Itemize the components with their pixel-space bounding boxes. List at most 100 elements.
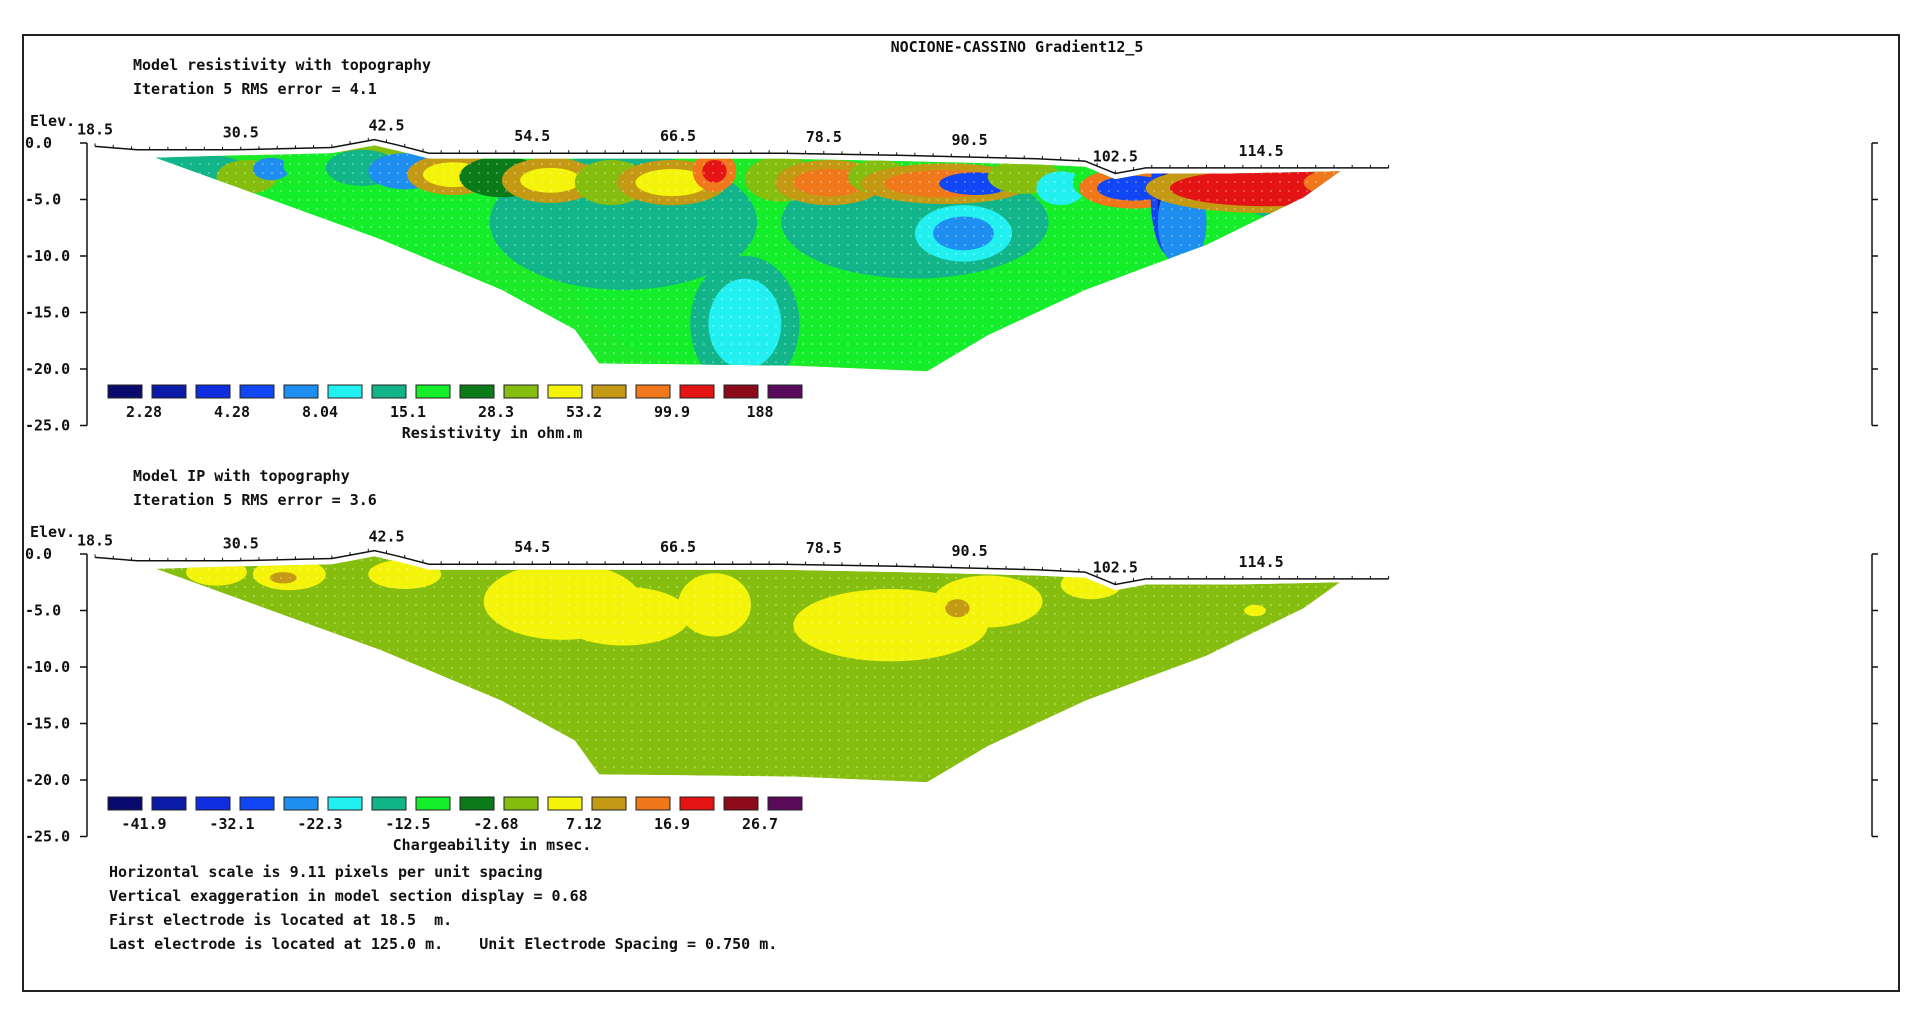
ip-mesh-dots	[155, 556, 1341, 783]
legend-swatch	[679, 384, 715, 399]
legend-swatch	[459, 796, 495, 811]
legend-swatch	[767, 796, 803, 811]
figure-title: NOCIONE-CASSINO Gradient12_5	[891, 38, 1144, 56]
y-tick-label: 0.0	[25, 545, 52, 563]
legend-swatch	[107, 384, 143, 399]
x-tick-label: 30.5	[223, 124, 259, 142]
ip-section	[155, 556, 1341, 783]
resistivity-elev-label: Elev.	[30, 112, 75, 130]
legend-swatch	[415, 796, 451, 811]
y-tick-label: -10.0	[25, 658, 70, 676]
ip-elev-label: Elev.	[30, 523, 75, 541]
resistivity-iteration-line: Iteration 5 RMS error = 4.1	[133, 80, 377, 98]
legend-swatch	[239, 796, 275, 811]
legend-swatch	[415, 384, 451, 399]
footer-line-first-electrode: First electrode is located at 18.5 m.	[109, 911, 452, 929]
x-tick-label: 102.5	[1093, 148, 1138, 166]
legend-swatch	[723, 384, 759, 399]
legend-swatch	[503, 796, 539, 811]
legend-swatch	[635, 384, 671, 399]
legend-swatch	[723, 796, 759, 811]
legend-swatch	[503, 384, 539, 399]
resistivity-model	[155, 145, 1341, 372]
legend-value-label: 8.04	[302, 403, 338, 421]
legend-swatch	[283, 384, 319, 399]
legend-swatch	[151, 384, 187, 399]
y-tick-label: -20.0	[25, 771, 70, 789]
topography-line	[94, 549, 1389, 586]
legend-value-label: 28.3	[478, 403, 514, 421]
y-tick-label: -20.0	[25, 360, 70, 378]
legend-swatch	[679, 796, 715, 811]
legend-swatch	[591, 384, 627, 399]
legend-swatch	[195, 384, 231, 399]
resistivity-heading: Model resistivity with topography	[133, 56, 431, 74]
x-tick-label: 66.5	[660, 127, 696, 145]
resistivity-section	[155, 145, 1341, 372]
legend-swatch	[371, 384, 407, 399]
legend-value-label: 4.28	[214, 403, 250, 421]
legend-value-label: -2.68	[473, 815, 518, 833]
legend-value-label: -41.9	[121, 815, 166, 833]
ip-legend-title: Chargeability in msec.	[393, 836, 592, 854]
legend-swatch	[635, 796, 671, 811]
legend-swatch	[239, 384, 275, 399]
y-tick-label: -15.0	[25, 715, 70, 733]
legend-value-label: 2.28	[126, 403, 162, 421]
topography-line	[94, 138, 1389, 175]
legend-swatch	[371, 796, 407, 811]
x-tick-label: 114.5	[1239, 142, 1284, 160]
x-tick-label: 54.5	[514, 538, 550, 556]
legend-swatch	[327, 796, 363, 811]
ip-legend: -41.9 -32.1 -22.3 -12.5 -2.68 7.12 16.9 26.7	[107, 796, 803, 833]
legend-value-label: 99.9	[654, 403, 690, 421]
x-tick-label: 54.5	[514, 127, 550, 145]
legend-swatch	[547, 384, 583, 399]
footer-notes: Horizontal scale is 9.11 pixels per unit…	[109, 863, 777, 953]
legend-value-label: 26.7	[742, 815, 778, 833]
legend-value-label: -12.5	[385, 815, 430, 833]
legend-swatch	[283, 796, 319, 811]
y-tick-label: -15.0	[25, 304, 70, 322]
x-tick-label: 78.5	[806, 128, 842, 146]
legend-swatch	[547, 796, 583, 811]
legend-swatch	[767, 384, 803, 399]
x-tick-label: 42.5	[368, 527, 404, 545]
footer-line-vertical-exaggeration: Vertical exaggeration in model section d…	[109, 887, 588, 905]
ip-heading: Model IP with topography	[133, 467, 350, 485]
ip-model	[155, 556, 1341, 783]
y-tick-label: -25.0	[25, 828, 70, 846]
y-tick-label: 0.0	[25, 134, 52, 152]
legend-value-label: 16.9	[654, 815, 690, 833]
x-tick-label: 102.5	[1093, 559, 1138, 577]
legend-value-label: 53.2	[566, 403, 602, 421]
x-tick-label: 78.5	[806, 539, 842, 557]
legend-swatch	[327, 384, 363, 399]
resistivity-panel: Model resistivity with topography Iterat…	[25, 56, 1878, 442]
legend-value-label: -22.3	[297, 815, 342, 833]
legend-swatch	[591, 796, 627, 811]
legend-value-label: -32.1	[209, 815, 254, 833]
legend-value-label: 15.1	[390, 403, 426, 421]
resistivity-legend-title: Resistivity in ohm.m	[402, 424, 583, 442]
resistivity-legend: 2.28 4.28 8.04 15.1 28.3 53.2 99.9 188	[107, 384, 803, 421]
y-tick-label: -5.0	[25, 191, 61, 209]
legend-swatch	[459, 384, 495, 399]
x-tick-label: 114.5	[1239, 553, 1284, 571]
legend-swatch	[195, 796, 231, 811]
ip-axes: 0.0 -5.0 -10.0 -15.0 -20.0 -25.0 18.5 30.5 42.5 5…	[25, 527, 1878, 846]
resistivity-mesh-dots	[155, 145, 1341, 372]
y-tick-label: -25.0	[25, 417, 70, 435]
ip-panel: Model IP with topography Iteration 5 RMS…	[25, 467, 1878, 854]
footer-line-horizontal-scale: Horizontal scale is 9.11 pixels per unit…	[109, 863, 542, 881]
footer-line-last-electrode: Last electrode is located at 125.0 m. Un…	[109, 935, 777, 953]
legend-value-label: 188	[746, 403, 773, 421]
x-tick-label: 90.5	[951, 542, 987, 560]
resistivity-axes: 0.0 -5.0 -10.0 -15.0 -20.0 -25.0 18.5 30.5 42.5 5…	[25, 116, 1878, 435]
y-tick-label: -5.0	[25, 602, 61, 620]
y-tick-label: -10.0	[25, 247, 70, 265]
x-tick-label: 66.5	[660, 538, 696, 556]
legend-value-label: 7.12	[566, 815, 602, 833]
x-tick-label: 18.5	[77, 120, 113, 138]
